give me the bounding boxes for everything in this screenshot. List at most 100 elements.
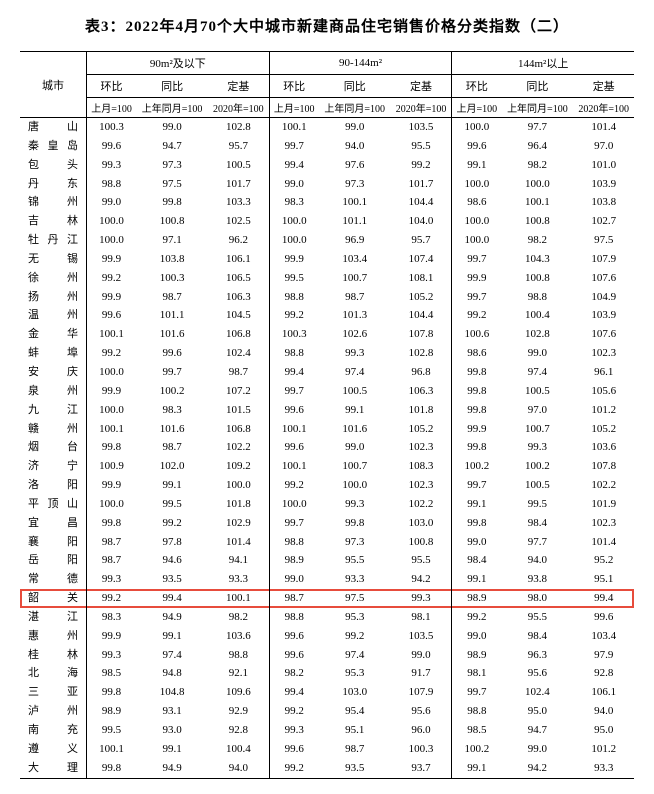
value-cell: 101.0 [573, 156, 634, 175]
value-cell: 97.4 [319, 646, 391, 665]
value-cell: 97.8 [136, 533, 208, 552]
value-cell: 99.9 [87, 627, 137, 646]
value-cell: 92.8 [208, 721, 269, 740]
value-cell: 102.3 [573, 514, 634, 533]
value-cell: 99.3 [391, 589, 452, 608]
value-cell: 98.0 [501, 589, 573, 608]
value-cell: 95.1 [319, 721, 391, 740]
value-cell: 107.8 [391, 325, 452, 344]
value-cell: 93.0 [136, 721, 208, 740]
value-cell: 94.7 [501, 721, 573, 740]
value-cell: 99.2 [452, 608, 502, 627]
value-cell: 96.4 [501, 137, 573, 156]
value-cell: 99.1 [136, 476, 208, 495]
value-cell: 95.0 [573, 721, 634, 740]
value-cell: 98.6 [452, 193, 502, 212]
value-cell: 97.3 [136, 156, 208, 175]
value-cell: 98.8 [87, 175, 137, 194]
value-cell: 101.4 [208, 533, 269, 552]
value-cell: 107.6 [573, 269, 634, 288]
sub-mom: 环比 [87, 75, 137, 98]
table-row: 徐 州99.2100.3106.599.5100.7108.199.9100.8… [20, 269, 634, 288]
city-cell: 济 宁 [20, 457, 87, 476]
value-cell: 100.4 [501, 306, 573, 325]
value-cell: 91.7 [391, 664, 452, 683]
value-cell: 104.8 [136, 683, 208, 702]
city-cell: 蚌 埠 [20, 344, 87, 363]
sub-yoy: 同比 [136, 75, 208, 98]
value-cell: 98.1 [452, 664, 502, 683]
value-cell: 94.7 [136, 137, 208, 156]
value-cell: 96.2 [208, 231, 269, 250]
value-cell: 107.8 [573, 457, 634, 476]
value-cell: 103.8 [136, 250, 208, 269]
table-row: 韶 关99.299.4100.198.797.599.398.998.099.4 [20, 589, 634, 608]
base-prev-year: 上年同月=100 [136, 98, 208, 118]
value-cell: 99.6 [269, 646, 319, 665]
table-row: 温 州99.6101.1104.599.2101.3104.499.2100.4… [20, 306, 634, 325]
table-row: 三 亚99.8104.8109.699.4103.0107.999.7102.4… [20, 683, 634, 702]
value-cell: 100.4 [208, 740, 269, 759]
table-row: 唐 山100.399.0102.8100.199.0103.5100.097.7… [20, 118, 634, 137]
table-row: 平顶山100.099.5101.8100.099.3102.299.199.51… [20, 495, 634, 514]
value-cell: 99.9 [452, 420, 502, 439]
value-cell: 99.2 [136, 514, 208, 533]
value-cell: 99.0 [136, 118, 208, 137]
value-cell: 95.5 [391, 551, 452, 570]
value-cell: 99.6 [269, 740, 319, 759]
value-cell: 108.1 [391, 269, 452, 288]
value-cell: 100.0 [269, 495, 319, 514]
value-cell: 100.8 [501, 269, 573, 288]
city-cell: 岳 阳 [20, 551, 87, 570]
base-2020: 2020年=100 [573, 98, 634, 118]
value-cell: 93.8 [501, 570, 573, 589]
value-cell: 97.9 [573, 646, 634, 665]
value-cell: 103.6 [208, 627, 269, 646]
value-cell: 94.0 [208, 759, 269, 778]
sub-base: 定基 [573, 75, 634, 98]
base-2020: 2020年=100 [208, 98, 269, 118]
base-2020: 2020年=100 [391, 98, 452, 118]
value-cell: 100.1 [501, 193, 573, 212]
value-cell: 99.3 [87, 570, 137, 589]
value-cell: 99.8 [452, 401, 502, 420]
value-cell: 100.7 [319, 457, 391, 476]
value-cell: 100.1 [87, 325, 137, 344]
value-cell: 99.1 [319, 401, 391, 420]
sub-yoy: 同比 [319, 75, 391, 98]
table-row: 南 充99.593.092.899.395.196.098.594.795.0 [20, 721, 634, 740]
value-cell: 100.3 [136, 269, 208, 288]
value-cell: 99.5 [269, 269, 319, 288]
value-cell: 100.7 [501, 420, 573, 439]
city-cell: 泉 州 [20, 382, 87, 401]
value-cell: 99.7 [136, 363, 208, 382]
value-cell: 94.0 [319, 137, 391, 156]
value-cell: 103.6 [573, 438, 634, 457]
value-cell: 99.6 [269, 627, 319, 646]
value-cell: 99.7 [269, 382, 319, 401]
city-cell: 泸 州 [20, 702, 87, 721]
city-cell: 烟 台 [20, 438, 87, 457]
value-cell: 102.2 [391, 495, 452, 514]
value-cell: 99.3 [87, 646, 137, 665]
value-cell: 99.4 [573, 589, 634, 608]
value-cell: 98.5 [452, 721, 502, 740]
value-cell: 99.9 [87, 288, 137, 307]
value-cell: 95.7 [391, 231, 452, 250]
table-row: 泉 州99.9100.2107.299.7100.5106.399.8100.5… [20, 382, 634, 401]
value-cell: 99.0 [269, 175, 319, 194]
value-cell: 101.8 [391, 401, 452, 420]
value-cell: 96.1 [573, 363, 634, 382]
value-cell: 101.1 [319, 212, 391, 231]
value-cell: 99.1 [452, 495, 502, 514]
city-cell: 锦 州 [20, 193, 87, 212]
base-prev-month: 上月=100 [269, 98, 319, 118]
price-index-table: 城市 90m²及以下 90-144m² 144m²以上 环比 同比 定基 环比 … [20, 51, 634, 779]
value-cell: 99.8 [136, 193, 208, 212]
value-cell: 99.3 [319, 344, 391, 363]
value-cell: 95.5 [501, 608, 573, 627]
city-cell: 丹 东 [20, 175, 87, 194]
table-row: 赣 州100.1101.6106.8100.1101.6105.299.9100… [20, 420, 634, 439]
value-cell: 99.2 [269, 759, 319, 778]
value-cell: 99.0 [269, 570, 319, 589]
